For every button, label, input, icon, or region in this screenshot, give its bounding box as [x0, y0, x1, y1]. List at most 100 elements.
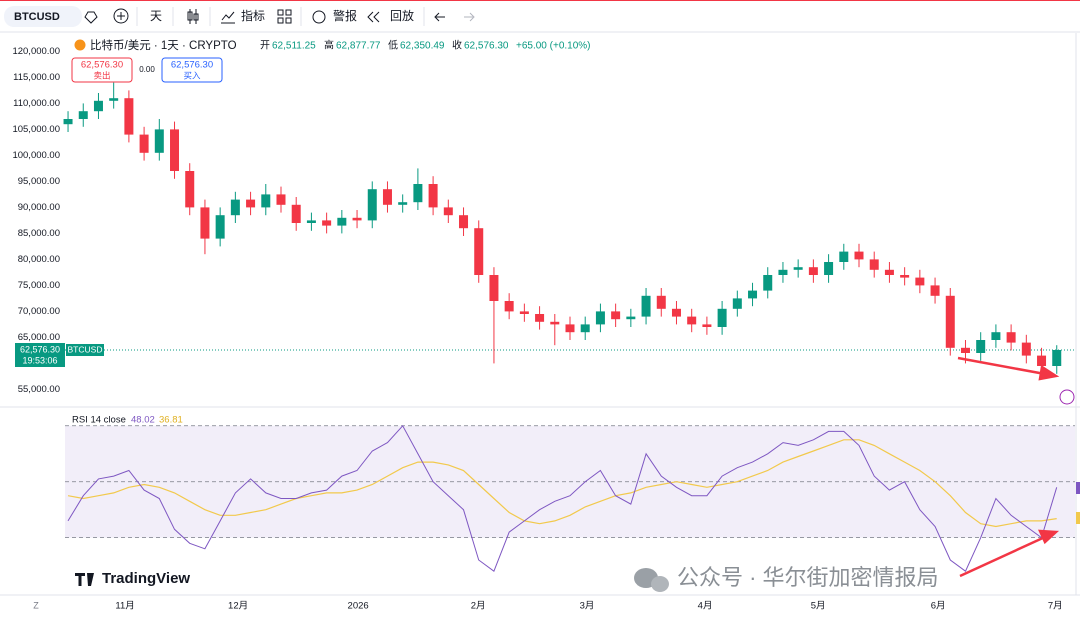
candle-body — [824, 262, 834, 275]
y-tick-label: 110,000.00 — [13, 98, 60, 109]
scale-button[interactable]: Z — [33, 600, 39, 610]
candle-body — [124, 98, 134, 135]
redo[interactable] — [464, 12, 475, 22]
buy-button[interactable] — [161, 57, 223, 83]
candle-body — [63, 119, 73, 125]
candle-body — [763, 275, 773, 291]
indicator-icon[interactable] — [221, 11, 235, 24]
candle-body — [960, 347, 970, 353]
x-tick-label: 5月 — [811, 601, 826, 612]
high-label: 高 — [324, 39, 334, 52]
indicators[interactable]: 指标 — [241, 8, 265, 23]
rsi-line — [67, 439, 1057, 528]
x-tick-label: 11月 — [115, 601, 134, 612]
arrow — [959, 535, 1046, 578]
candle-body — [778, 269, 788, 275]
buy-price[interactable]: 62,576.30 — [171, 60, 213, 71]
annotation-arrows — [957, 356, 1060, 578]
rsi-pane: 11月 12月 2026 2月 3月 4月 5月 6月 7月 — [65, 424, 1075, 612]
candle-body — [306, 220, 316, 223]
rsi-axis-tag — [1076, 482, 1080, 494]
open-label: 开 — [260, 41, 270, 52]
sell[interactable]: 卖出 — [93, 70, 110, 80]
rsi-title: RSI 14 close — [72, 415, 126, 426]
candle-body — [352, 217, 362, 221]
y-tick-label: 115,000.00 — [13, 72, 60, 83]
alert[interactable]: 警报 — [333, 8, 357, 23]
interval[interactable]: 天 — [150, 9, 162, 23]
candle-body — [839, 251, 849, 262]
close-label: 收 — [452, 39, 462, 52]
symbol[interactable]: BTCUSD — [14, 11, 60, 23]
buy[interactable]: 买入 — [183, 70, 201, 80]
tv-logo — [75, 573, 94, 586]
candle-body — [793, 267, 803, 270]
sell-button[interactable] — [71, 57, 133, 83]
y-tick-label: 105,000.00 — [12, 124, 60, 135]
y-tick-label: 75,000.00 — [18, 280, 60, 291]
y-tick-label: 55,000.00 — [18, 384, 60, 395]
change: +65.00 (+0.10%) — [516, 41, 591, 52]
sell-price[interactable]: 62,576.30 — [81, 60, 123, 71]
symbol-search[interactable] — [4, 6, 82, 27]
candle-body — [230, 199, 240, 216]
candle-body — [671, 308, 681, 317]
add-icon[interactable] — [113, 8, 129, 24]
candle-body — [884, 269, 894, 275]
alert-icon[interactable] — [312, 10, 326, 24]
candle-body — [915, 277, 925, 286]
candle-body — [945, 295, 955, 348]
candle-body — [1037, 355, 1047, 366]
countdown: 19:53:06 — [22, 355, 57, 365]
rsi-line — [67, 424, 1058, 572]
y-tick-label: 90,000.00 — [18, 202, 60, 213]
rsi-ma-value: 36.81 — [159, 415, 183, 426]
candle-body — [489, 275, 499, 301]
top-border — [0, 0, 1080, 1]
toolbar — [0, 1, 1080, 32]
chart-type-icon[interactable] — [187, 9, 199, 24]
icon[interactable] — [84, 11, 98, 24]
open: 62,511.25 — [272, 41, 316, 52]
y-tick-label: 80,000.00 — [18, 254, 60, 265]
candle-body — [504, 301, 514, 312]
candle-body — [869, 259, 879, 270]
candle-body — [322, 220, 332, 226]
candle-body — [215, 215, 225, 239]
y-tick-label: 70,000.00 — [18, 306, 60, 317]
candle-body — [580, 324, 590, 333]
candle-body — [550, 321, 560, 325]
candle-body — [1052, 350, 1062, 366]
undo[interactable] — [434, 12, 445, 22]
y-tick-label: 85,000.00 — [18, 228, 60, 239]
candle-body — [246, 199, 256, 208]
candle-body — [200, 207, 210, 239]
symbol-tag-text: BTCUSD — [68, 344, 103, 354]
candle-body — [519, 311, 529, 314]
price-tag-price: 62,576.30 — [20, 344, 60, 354]
rsi-value: 48.02 — [131, 415, 155, 426]
candle-body — [656, 295, 666, 309]
candle-body — [717, 308, 727, 327]
candle-body — [976, 340, 986, 353]
candle-body — [854, 251, 864, 260]
replay[interactable]: 回放 — [390, 8, 414, 23]
high: 62,877.77 — [336, 41, 381, 52]
candle-body — [626, 316, 636, 320]
close: 62,576.30 — [464, 41, 509, 52]
wechat-icon — [651, 576, 669, 592]
object-icon[interactable] — [1059, 389, 1075, 405]
arrow — [957, 356, 1046, 376]
candle-body — [732, 298, 742, 309]
candle-body — [641, 295, 651, 317]
candle-body — [474, 228, 484, 275]
candle-body — [413, 184, 423, 203]
candle-body — [702, 324, 712, 327]
low: 62,350.49 — [400, 41, 445, 52]
x-tick-label: 6月 — [931, 601, 946, 612]
candle-body — [535, 314, 545, 322]
candle-body — [261, 194, 271, 208]
replay-icon[interactable] — [367, 11, 380, 23]
layout-icon[interactable] — [277, 9, 292, 24]
